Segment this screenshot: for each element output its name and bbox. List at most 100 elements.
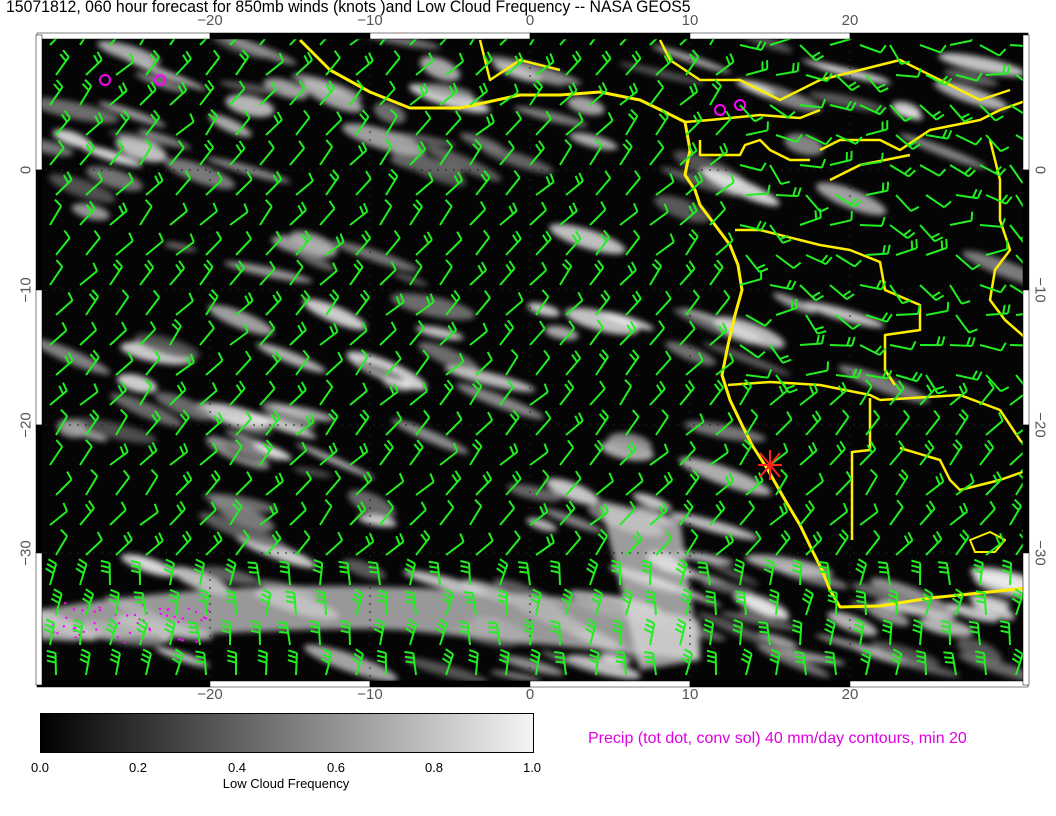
wind-barb-feather: [437, 622, 446, 630]
wind-barb-feather: [126, 531, 133, 541]
wind-barb-feather: [969, 473, 975, 483]
wind-barb-feather: [757, 351, 766, 359]
wind-barb: [859, 379, 873, 406]
wind-barb-feather: [693, 82, 699, 92]
wind-barb-staff: [229, 331, 249, 346]
wind-barb-feather: [322, 653, 331, 660]
wind-barb-feather: [100, 569, 111, 574]
wind-barb-staff: [769, 224, 784, 244]
wind-barb-feather: [479, 201, 487, 210]
wind-barb: [865, 74, 889, 93]
wind-barb-staff: [709, 85, 722, 106]
wind-barb-feather: [962, 502, 969, 512]
wind-barb-feather: [723, 443, 729, 453]
wind-barb-feather: [926, 384, 933, 393]
wind-barb-feather: [929, 380, 936, 390]
wind-barb-feather: [188, 630, 199, 634]
wind-barb-feather: [408, 618, 417, 625]
wind-barb: [458, 620, 471, 646]
wind-barb-staff: [529, 269, 547, 286]
wind-barb: [79, 439, 93, 466]
wind-barb: [475, 411, 494, 436]
wind-barb-feather: [93, 230, 101, 239]
wind-barb-staff: [535, 417, 552, 436]
wind-barb-staff: [895, 592, 899, 616]
wind-barb-staff: [475, 177, 491, 196]
wind-barb-feather: [57, 25, 62, 33]
wind-barb: [535, 469, 550, 496]
wind-barb-staff: [319, 450, 338, 466]
wind-barb-feather: [911, 559, 921, 564]
wind-barb-feather: [663, 54, 670, 64]
wind-barb: [614, 650, 627, 676]
wind-barb-feather: [325, 139, 333, 148]
wind-barb-staff: [295, 297, 311, 316]
wind-barb-feather: [67, 352, 74, 362]
cloud-patch: [500, 655, 564, 676]
wind-barb-feather: [141, 653, 151, 660]
wind-barb: [649, 320, 666, 346]
wind-barb-feather: [898, 440, 905, 449]
wind-barb-feather: [684, 383, 692, 393]
wind-barb: [619, 202, 639, 226]
wind-barb-staff: [951, 653, 957, 676]
wind-barb: [205, 351, 224, 376]
wind-barb-feather: [390, 261, 397, 271]
wind-barb-feather: [1000, 342, 1007, 352]
wind-barb-feather: [275, 290, 283, 300]
wind-barb-staff: [175, 361, 195, 376]
wind-barb: [499, 443, 519, 466]
wind-barb-staff: [745, 537, 762, 556]
wind-barb-feather: [389, 108, 398, 117]
wind-barb-staff: [619, 210, 639, 226]
wind-barb-feather: [550, 620, 560, 624]
wind-barb-feather: [564, 138, 573, 147]
wind-barb-feather: [790, 300, 794, 310]
wind-barb-staff: [799, 622, 803, 646]
wind-barb-feather: [207, 25, 212, 33]
wind-barb-feather: [108, 598, 118, 604]
wind-barb-staff: [799, 562, 803, 586]
wind-barb-feather: [1031, 138, 1037, 144]
wind-barb-feather: [574, 175, 581, 185]
wind-barb-feather: [338, 560, 348, 565]
wind-barb-feather: [654, 258, 662, 267]
wind-barb-feather: [164, 563, 174, 570]
wind-barb-staff: [79, 563, 88, 586]
wind-barb: [697, 561, 711, 586]
wind-barb-feather: [532, 83, 541, 92]
wind-barb-staff: [475, 59, 493, 76]
wind-barb-staff: [175, 593, 180, 616]
wind-barb-feather: [782, 382, 788, 392]
wind-barb-feather: [211, 382, 218, 392]
wind-barb-feather: [323, 648, 333, 655]
wind-barb-feather: [429, 473, 435, 483]
wind-barb-staff: [499, 507, 515, 526]
wind-barb-staff: [259, 510, 279, 526]
wind-barb-feather: [472, 143, 480, 152]
wind-barb-staff: [295, 652, 298, 676]
wind-barb-staff: [799, 164, 822, 169]
wind-barb: [949, 336, 976, 347]
wind-barb: [565, 112, 584, 136]
wind-barb-staff: [49, 205, 63, 226]
wind-barb-feather: [826, 72, 833, 82]
wind-barb-staff: [475, 236, 491, 256]
wind-barb-staff: [895, 134, 914, 150]
wind-barb: [829, 284, 855, 301]
precip-dot: [72, 608, 76, 611]
wind-barb: [739, 344, 766, 359]
wind-barb: [979, 164, 1007, 177]
wind-barb-feather: [782, 502, 789, 512]
wind-barb: [619, 441, 637, 466]
wind-barb-feather: [275, 170, 283, 180]
wind-barb-feather: [612, 628, 622, 634]
wind-barb-staff: [85, 296, 100, 316]
wind-barb: [949, 382, 968, 406]
wind-barb-staff: [679, 90, 699, 106]
wind-barb-feather: [716, 259, 724, 268]
wind-barb: [229, 80, 246, 106]
wind-barb-staff: [379, 205, 393, 226]
wind-barb-feather: [791, 63, 795, 73]
wind-barb: [589, 259, 605, 286]
